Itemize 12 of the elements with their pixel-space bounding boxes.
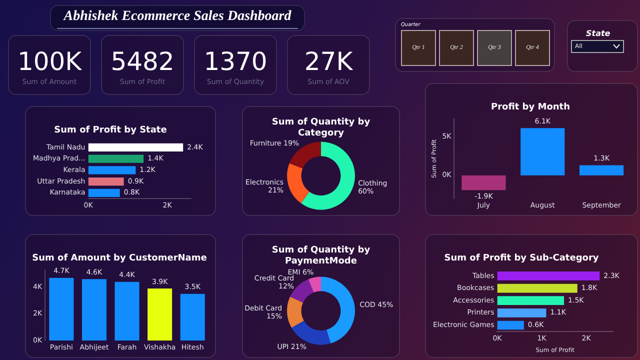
text: State (586, 29, 610, 38)
chart-title: Sum of Quantity by PaymentMode (272, 246, 370, 267)
chart-title: Sum of Amount by CustomerName (32, 254, 207, 264)
text: 27K (304, 47, 353, 76)
chart-title: Sum of Profit by Sub-Category (444, 254, 599, 264)
text: 1370 (204, 47, 268, 76)
text: 5482 (110, 47, 174, 76)
chart-title: Sum of Profit by State (54, 126, 167, 136)
text: 100K (17, 47, 82, 76)
text: Abhishek Ecommerce Sales Dashboard (57, 6, 298, 29)
chart-title: Profit by Month (490, 102, 570, 113)
chart-title: Sum of Quantity by Category (272, 118, 370, 139)
